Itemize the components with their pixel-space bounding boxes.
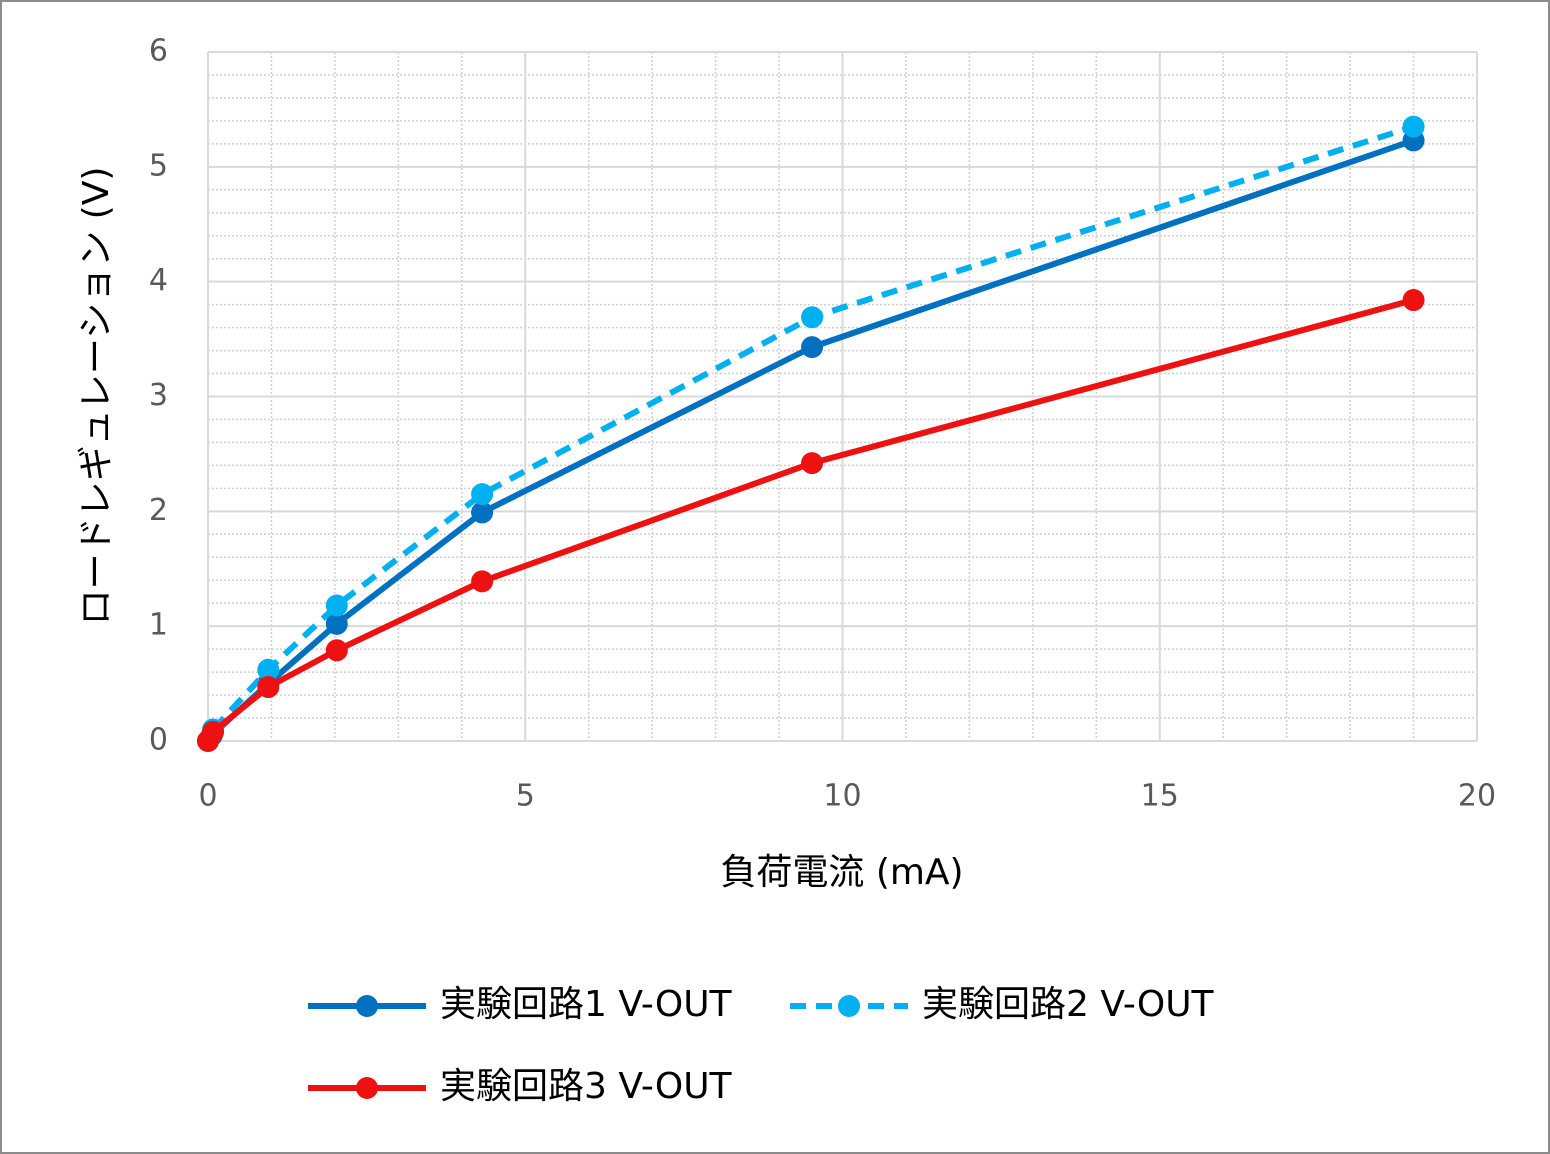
series-line xyxy=(210,123,1415,732)
legend-marker xyxy=(356,995,378,1017)
data-point xyxy=(257,676,280,699)
data-point xyxy=(1402,115,1425,138)
x-tick-label: 20 xyxy=(1458,779,1496,814)
legend-marker xyxy=(356,1077,378,1099)
x-tick-label: 10 xyxy=(823,779,861,814)
y-tick-label: 6 xyxy=(149,34,168,69)
y-tick-label: 5 xyxy=(149,148,168,183)
data-point xyxy=(325,639,348,662)
data-point xyxy=(325,612,348,635)
legend-label: 実験回路2 V-OUT xyxy=(922,984,1215,1025)
data-point xyxy=(325,594,348,617)
legend-marker xyxy=(838,995,860,1017)
legend-label: 実験回路3 V-OUT xyxy=(440,1066,733,1107)
data-point xyxy=(257,658,280,681)
x-tick-label: 15 xyxy=(1141,779,1179,814)
y-tick-label: 2 xyxy=(149,493,168,528)
x-axis-title: 負荷電流 (mA) xyxy=(720,852,963,893)
legend-label: 実験回路1 V-OUT xyxy=(440,984,733,1025)
data-point xyxy=(202,720,225,743)
data-point xyxy=(801,306,824,329)
y-tick-label: 0 xyxy=(149,723,168,758)
y-tick-label: 4 xyxy=(149,263,168,298)
data-point xyxy=(801,452,824,475)
y-tick-label: 3 xyxy=(149,378,168,413)
x-tick-label: 0 xyxy=(198,779,217,814)
y-axis-title: ロードレギュレーション (V) xyxy=(76,167,117,626)
data-point xyxy=(471,570,494,593)
data-point xyxy=(1402,289,1425,312)
data-point xyxy=(801,336,824,359)
y-tick-label: 1 xyxy=(149,608,168,643)
x-tick-label: 5 xyxy=(516,779,535,814)
data-point xyxy=(471,483,494,506)
data-point xyxy=(471,501,494,524)
